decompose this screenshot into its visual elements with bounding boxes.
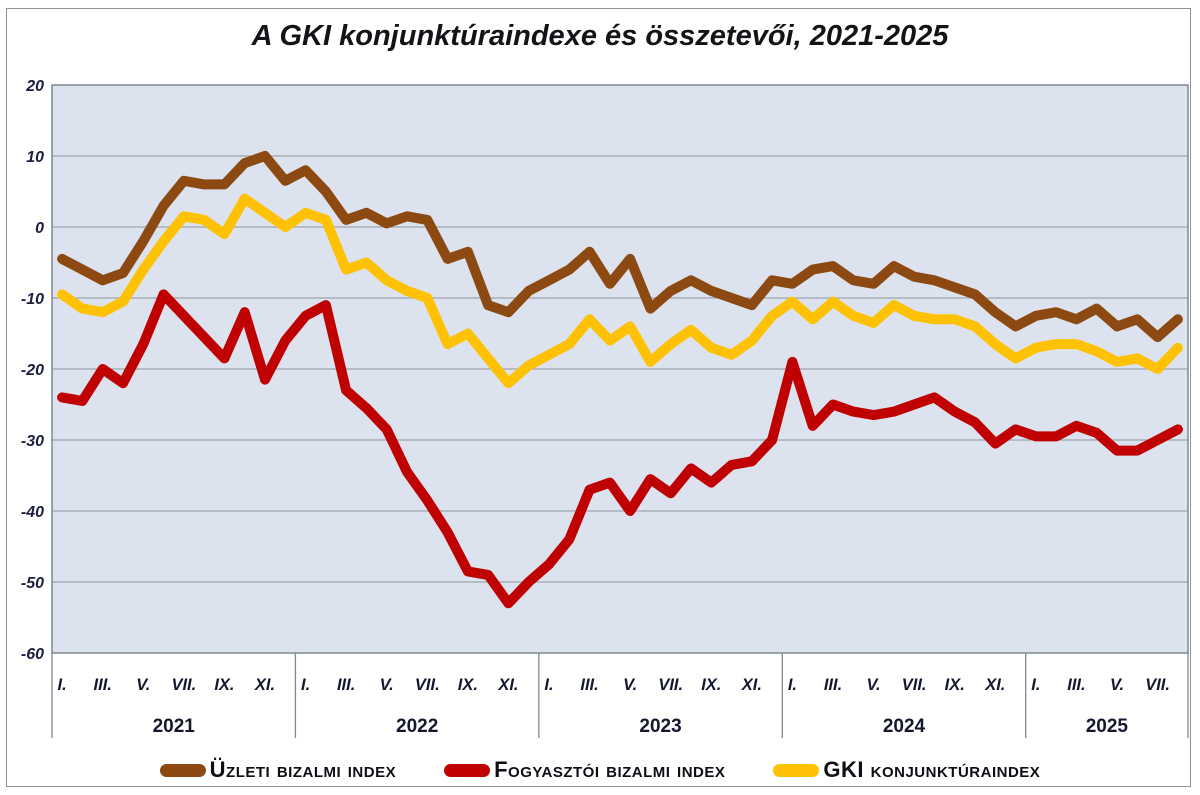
legend-item-gki: GKI konjunktúraindex (773, 757, 1040, 783)
month-tick-label: I. (58, 676, 67, 694)
y-axis-tick-label: -50 (21, 575, 44, 592)
consumer-line-marker-icon (444, 763, 491, 777)
year-label: 2021 (153, 716, 196, 737)
month-tick-label: VII. (415, 676, 440, 694)
month-tick-label: V. (867, 676, 881, 694)
business-line-marker-icon (159, 763, 206, 777)
year-label: 2022 (396, 716, 438, 737)
month-tick-label: III. (337, 676, 355, 694)
chart-title: A GKI konjunktúraindexe és összetevői, 2… (251, 20, 949, 52)
legend-label-gki: GKI konjunktúraindex (823, 757, 1041, 782)
y-axis-tick-label: 20 (25, 78, 44, 95)
gki-line-marker-icon (773, 763, 820, 777)
month-tick-label: V. (623, 676, 637, 694)
y-axis-tick-label: -60 (21, 646, 44, 663)
year-label: 2024 (883, 716, 926, 737)
month-tick-label: IX. (458, 676, 478, 694)
month-tick-label: I. (544, 676, 553, 694)
month-tick-label: VII. (902, 676, 927, 694)
month-tick-label: VII. (658, 676, 683, 694)
month-tick-label: IX. (701, 676, 721, 694)
month-tick-label: V. (136, 676, 150, 694)
y-axis-tick-label: -20 (21, 362, 44, 379)
month-tick-label: I. (788, 676, 797, 694)
legend-item-business: Üzleti bizalmi index (159, 757, 397, 783)
chart-legend: Üzleti bizalmi index Fogyasztói bizalmi … (0, 750, 1200, 790)
legend-label-consumer: Fogyasztói bizalmi index (494, 757, 726, 782)
month-tick-label: V. (1110, 676, 1124, 694)
y-axis-tick-label: 0 (35, 220, 44, 237)
month-tick-label: IX. (214, 676, 234, 694)
month-tick-label: I. (1031, 676, 1040, 694)
month-tick-label: III. (824, 676, 842, 694)
plot-area-border (51, 84, 1189, 654)
y-axis-tick-label: -10 (21, 291, 44, 308)
month-tick-label: VII. (171, 676, 196, 694)
month-tick-label: XI. (741, 676, 762, 694)
month-tick-label: XI. (254, 676, 275, 694)
month-tick-label: IX. (945, 676, 965, 694)
series-line-fogyasztói (57, 289, 1183, 609)
month-tick-label: V. (380, 676, 394, 694)
series-line-üzleti (57, 151, 1183, 343)
month-tick-label: III. (580, 676, 598, 694)
series-line-gki (57, 193, 1183, 389)
y-axis-tick-label: -40 (21, 504, 44, 521)
legend-item-consumer: Fogyasztói bizalmi index (444, 757, 725, 783)
month-tick-label: III. (94, 676, 112, 694)
month-tick-label: XI. (984, 676, 1005, 694)
y-axis-tick-label: -30 (21, 433, 44, 450)
month-tick-label: III. (1067, 676, 1085, 694)
year-label: 2025 (1086, 716, 1129, 737)
year-label: 2023 (639, 716, 681, 737)
month-tick-label: I. (301, 676, 310, 694)
legend-label-business: Üzleti bizalmi index (209, 757, 397, 782)
month-tick-label: XI. (497, 676, 518, 694)
month-tick-label: VII. (1145, 676, 1170, 694)
y-axis-tick-label: 10 (26, 149, 44, 166)
